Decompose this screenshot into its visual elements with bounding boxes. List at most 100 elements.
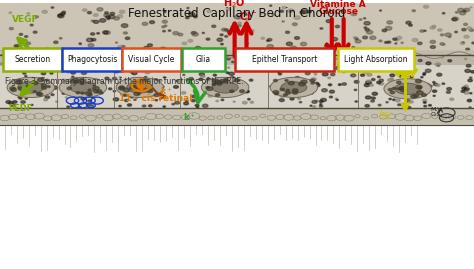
FancyBboxPatch shape [235, 48, 334, 71]
Text: O.S.: O.S. [431, 112, 443, 117]
Circle shape [418, 86, 422, 89]
Circle shape [394, 56, 399, 58]
Circle shape [467, 27, 472, 30]
Circle shape [87, 38, 93, 42]
Circle shape [30, 24, 33, 26]
Circle shape [379, 40, 382, 42]
Circle shape [273, 86, 277, 88]
Circle shape [97, 33, 100, 34]
Circle shape [423, 5, 428, 8]
Circle shape [245, 14, 247, 15]
Circle shape [94, 90, 99, 93]
Circle shape [354, 37, 357, 39]
Circle shape [96, 90, 102, 93]
Circle shape [313, 70, 318, 73]
Circle shape [191, 100, 195, 102]
Circle shape [93, 86, 99, 90]
Circle shape [9, 102, 13, 104]
Circle shape [400, 103, 405, 106]
Circle shape [88, 44, 94, 47]
Circle shape [195, 104, 199, 107]
Circle shape [117, 15, 123, 18]
Circle shape [26, 92, 29, 94]
Circle shape [217, 38, 223, 41]
Circle shape [273, 91, 279, 94]
Circle shape [23, 72, 26, 74]
Circle shape [371, 100, 374, 102]
Circle shape [418, 59, 422, 62]
Circle shape [135, 69, 138, 71]
Circle shape [44, 99, 47, 101]
Circle shape [465, 69, 470, 72]
Circle shape [409, 24, 412, 26]
Circle shape [76, 92, 80, 94]
Circle shape [377, 81, 381, 84]
Circle shape [272, 14, 275, 16]
Circle shape [442, 83, 445, 84]
Circle shape [228, 81, 233, 84]
Circle shape [234, 16, 240, 19]
Circle shape [70, 80, 74, 83]
Circle shape [261, 37, 264, 39]
Circle shape [455, 31, 457, 33]
Circle shape [294, 16, 300, 19]
Circle shape [189, 13, 195, 16]
Circle shape [134, 92, 140, 95]
Circle shape [469, 29, 474, 31]
Circle shape [311, 82, 314, 84]
Circle shape [406, 21, 411, 24]
Circle shape [132, 77, 137, 80]
Circle shape [354, 80, 359, 83]
Circle shape [207, 91, 212, 94]
Circle shape [173, 64, 178, 67]
Circle shape [220, 34, 223, 36]
Circle shape [218, 80, 222, 83]
Circle shape [25, 36, 28, 37]
Circle shape [44, 68, 49, 70]
Circle shape [197, 57, 201, 60]
Circle shape [430, 40, 436, 43]
Circle shape [80, 90, 84, 93]
FancyBboxPatch shape [182, 48, 225, 71]
Circle shape [393, 38, 397, 40]
Circle shape [243, 101, 247, 104]
Circle shape [58, 14, 63, 16]
Circle shape [118, 45, 124, 49]
Circle shape [464, 23, 467, 26]
Circle shape [134, 61, 136, 63]
Circle shape [244, 90, 248, 93]
Circle shape [286, 89, 289, 91]
Circle shape [385, 26, 392, 30]
Circle shape [230, 77, 234, 79]
Circle shape [331, 37, 337, 41]
Circle shape [280, 10, 283, 12]
Circle shape [72, 76, 74, 77]
Circle shape [91, 33, 95, 35]
Circle shape [301, 10, 308, 14]
Circle shape [291, 51, 295, 53]
Circle shape [160, 47, 166, 51]
Circle shape [103, 31, 108, 34]
Circle shape [295, 76, 300, 79]
Circle shape [398, 104, 401, 106]
Circle shape [294, 37, 300, 39]
Text: Light Absorption: Light Absorption [344, 55, 408, 64]
Circle shape [468, 99, 471, 101]
Circle shape [191, 31, 196, 34]
Circle shape [465, 58, 467, 59]
Circle shape [106, 16, 110, 18]
Circle shape [412, 97, 415, 98]
Circle shape [214, 94, 219, 97]
Circle shape [415, 80, 421, 83]
Circle shape [162, 26, 165, 28]
Circle shape [392, 52, 395, 54]
Circle shape [65, 97, 67, 98]
Circle shape [0, 63, 4, 65]
Circle shape [424, 30, 426, 31]
Circle shape [460, 42, 465, 44]
Circle shape [164, 25, 167, 27]
Circle shape [387, 41, 391, 43]
Circle shape [9, 12, 12, 13]
Circle shape [214, 94, 217, 96]
Circle shape [222, 58, 226, 60]
